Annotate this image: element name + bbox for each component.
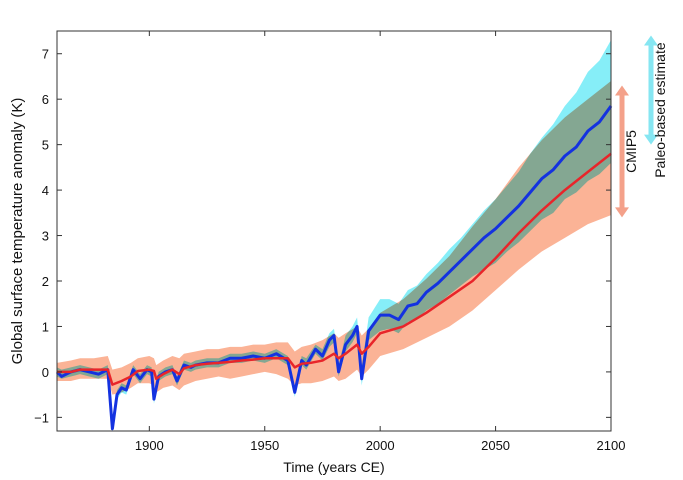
y-tick-label: 4 [42, 183, 49, 198]
arrow-up-icon [644, 35, 658, 46]
y-tick-label: 7 [42, 47, 49, 62]
y-tick-label: 1 [42, 319, 49, 334]
x-tick-label: 2100 [597, 438, 626, 453]
paleo-range-band [57, 40, 611, 431]
y-axis-label: Global surface temperature anomaly (K) [9, 98, 26, 365]
arrow-down-icon [644, 134, 658, 145]
cmip5-line [57, 152, 612, 386]
x-tick-label: 1900 [135, 438, 164, 453]
y-tick-label: −1 [34, 410, 49, 425]
range-label: Paleo-based estimate [652, 42, 668, 178]
y-tick-label: 0 [42, 365, 49, 380]
x-tick-label: 1950 [250, 438, 279, 453]
y-tick-label: 6 [42, 92, 49, 107]
arrow-down-icon [615, 207, 629, 218]
x-axis-label: Time (years CE) [283, 459, 384, 475]
plot-frame [56, 30, 612, 432]
x-tick-label: 2050 [481, 438, 510, 453]
cmip5-range-band [57, 81, 611, 395]
range-label: CMIP5 [623, 130, 639, 173]
arrow-up-icon [615, 85, 629, 96]
y-tick-label: 2 [42, 274, 49, 289]
y-tick-label: 3 [42, 229, 49, 244]
x-tick-label: 2000 [366, 438, 395, 453]
y-tick-label: 5 [42, 138, 49, 153]
